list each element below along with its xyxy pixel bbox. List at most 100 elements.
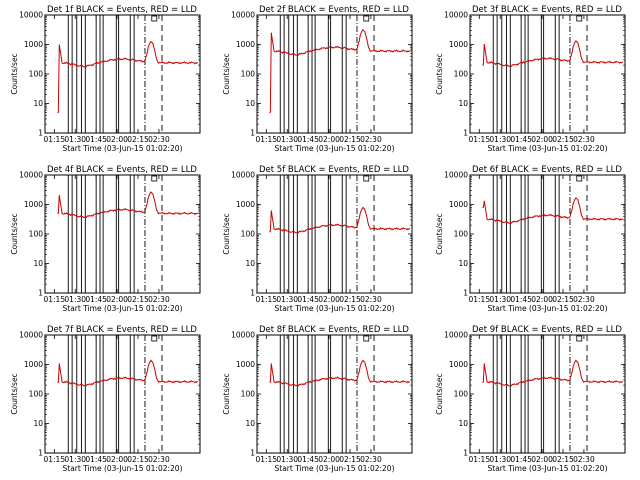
x-tick-label: 02:00 xyxy=(106,295,128,304)
flag-marker xyxy=(576,15,583,22)
flag-marker xyxy=(363,175,370,182)
x-tick-label: 01:30 xyxy=(64,135,86,144)
lld-series-line xyxy=(57,191,199,219)
panel-det-4: Det 4f BLACK = Events, RED = LLD 1 10 100 10… xyxy=(10,165,201,313)
y-tick-label: 10 xyxy=(33,419,43,428)
x-axis-label: Start Time (03-Jun-15 01:02:20) xyxy=(63,304,183,313)
x-tick-label: 01:45 xyxy=(510,135,532,144)
y-tick-label: 1000 xyxy=(236,360,255,369)
y-tick-label: 10 xyxy=(458,99,468,108)
y-tick-label: 100 xyxy=(241,70,256,79)
y-tick-label: 10 xyxy=(245,99,255,108)
x-tick-label: 01:15 xyxy=(468,295,490,304)
y-axis-label: Counts/sec xyxy=(10,53,19,94)
panel-det-8: Det 8f BLACK = Events, RED = LLD 1 10 100 10… xyxy=(222,325,413,473)
panel-det-5: Det 5f BLACK = Events, RED = LLD 1 10 100 10… xyxy=(222,165,413,313)
y-tick-label: 10000 xyxy=(19,331,43,340)
y-tick-label: 10000 xyxy=(231,171,255,180)
y-tick-label: 10000 xyxy=(231,11,255,20)
y-axis-label: Counts/sec xyxy=(222,373,231,414)
panel-title: Det 4f BLACK = Events, RED = LLD xyxy=(47,165,197,175)
y-tick-label: 100 xyxy=(29,230,44,239)
y-tick-label: 100 xyxy=(29,70,44,79)
x-tick-label: 01:45 xyxy=(297,295,319,304)
flag-marker xyxy=(576,175,583,182)
y-tick-label: 10000 xyxy=(19,171,43,180)
x-tick-label: 02:00 xyxy=(531,135,553,144)
x-tick-label: 02:30 xyxy=(148,135,170,144)
x-tick-label: 01:45 xyxy=(85,135,107,144)
y-tick-label: 10000 xyxy=(444,331,468,340)
x-tick-label: 01:45 xyxy=(85,455,107,464)
x-tick-label: 02:15 xyxy=(552,135,574,144)
panel-det-6: Det 6f BLACK = Events, RED = LLD 1 10 100 10… xyxy=(435,165,626,313)
x-tick-label: 02:15 xyxy=(339,455,361,464)
panel-det-3: Det 3f BLACK = Events, RED = LLD 1 10 100 10… xyxy=(435,5,626,153)
y-tick-label: 10 xyxy=(245,419,255,428)
x-tick-label: 02:00 xyxy=(106,455,128,464)
x-tick-label: 01:15 xyxy=(255,135,277,144)
x-tick-label: 01:45 xyxy=(297,455,319,464)
x-tick-label: 01:30 xyxy=(64,295,86,304)
panel-title: Det 6f BLACK = Events, RED = LLD xyxy=(472,165,622,175)
panel-det-1: Det 1f BLACK = Events, RED = LLD 1 10 100 10… xyxy=(10,5,201,153)
y-axis-label: Counts/sec xyxy=(435,373,444,414)
y-axis-label: Counts/sec xyxy=(435,213,444,254)
x-tick-label: 02:15 xyxy=(552,455,574,464)
x-axis-label: Start Time (03-Jun-15 01:02:20) xyxy=(63,464,183,473)
x-tick-label: 01:15 xyxy=(255,295,277,304)
flag-marker xyxy=(363,15,370,22)
y-tick-label: 100 xyxy=(241,390,256,399)
x-axis-label: Start Time (03-Jun-15 01:02:20) xyxy=(275,144,395,153)
x-tick-label: 02:30 xyxy=(573,135,595,144)
x-tick-label: 02:30 xyxy=(360,295,382,304)
panel-title: Det 5f BLACK = Events, RED = LLD xyxy=(259,165,409,175)
x-tick-label: 01:15 xyxy=(468,455,490,464)
flag-marker xyxy=(576,335,583,342)
x-tick-label: 02:30 xyxy=(573,455,595,464)
x-tick-label: 01:45 xyxy=(85,295,107,304)
x-tick-label: 02:30 xyxy=(148,455,170,464)
x-tick-label: 01:45 xyxy=(510,295,532,304)
y-tick-label: 100 xyxy=(241,230,256,239)
x-tick-label: 02:15 xyxy=(552,295,574,304)
y-tick-label: 100 xyxy=(454,70,469,79)
y-tick-label: 100 xyxy=(454,390,469,399)
y-tick-label: 1000 xyxy=(449,360,468,369)
flag-marker xyxy=(151,335,158,342)
x-tick-label: 01:30 xyxy=(276,295,298,304)
x-tick-label: 02:00 xyxy=(318,295,340,304)
x-tick-label: 01:30 xyxy=(64,455,86,464)
x-tick-label: 01:15 xyxy=(43,295,65,304)
x-tick-label: 01:30 xyxy=(489,455,511,464)
x-axis-label: Start Time (03-Jun-15 01:02:20) xyxy=(488,464,608,473)
panel-title: Det 9f BLACK = Events, RED = LLD xyxy=(472,325,622,335)
panel-title: Det 1f BLACK = Events, RED = LLD xyxy=(47,5,197,15)
x-tick-label: 01:30 xyxy=(489,135,511,144)
y-tick-label: 1 xyxy=(463,289,468,298)
y-tick-label: 1000 xyxy=(24,40,43,49)
y-tick-label: 10 xyxy=(458,259,468,268)
lld-series-line xyxy=(269,206,411,234)
flag-marker xyxy=(363,335,370,342)
x-tick-label: 02:00 xyxy=(531,455,553,464)
x-tick-label: 01:30 xyxy=(276,135,298,144)
x-axis-label: Start Time (03-Jun-15 01:02:20) xyxy=(488,144,608,153)
x-tick-label: 02:00 xyxy=(531,295,553,304)
x-tick-label: 01:45 xyxy=(510,455,532,464)
y-tick-label: 10 xyxy=(245,259,255,268)
lld-series-line xyxy=(269,28,411,113)
x-tick-label: 02:30 xyxy=(573,295,595,304)
lld-series-line xyxy=(482,196,624,224)
panel-title: Det 2f BLACK = Events, RED = LLD xyxy=(259,5,409,15)
lld-series-line xyxy=(482,40,624,67)
x-tick-label: 01:15 xyxy=(255,455,277,464)
x-tick-label: 01:45 xyxy=(297,135,319,144)
x-tick-label: 02:15 xyxy=(339,295,361,304)
panel-det-2: Det 2f BLACK = Events, RED = LLD 1 10 100 10… xyxy=(222,5,413,153)
x-tick-label: 01:30 xyxy=(276,455,298,464)
y-tick-label: 1000 xyxy=(449,200,468,209)
y-tick-label: 10000 xyxy=(444,171,468,180)
x-axis-label: Start Time (03-Jun-15 01:02:20) xyxy=(275,464,395,473)
